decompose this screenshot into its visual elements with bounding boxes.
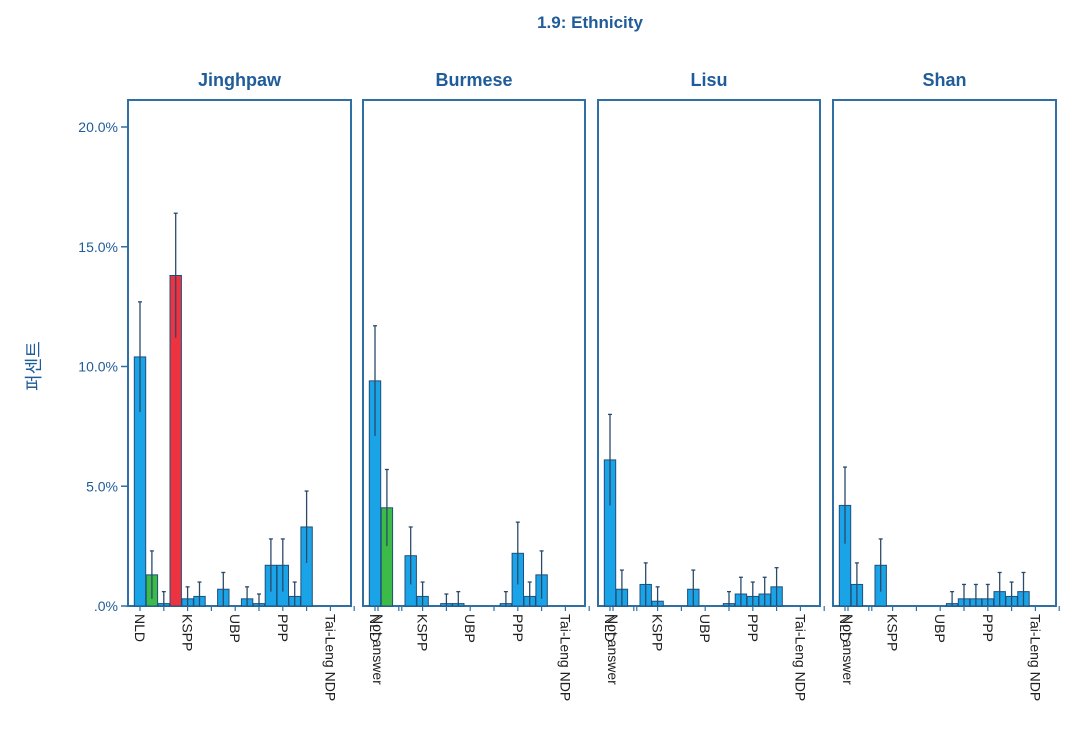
y-tick-label: 5.0% — [86, 478, 118, 494]
x-tick-label: UBP — [697, 614, 713, 643]
y-tick-label: .0% — [94, 598, 118, 614]
x-tick-label: UBP — [932, 614, 948, 643]
x-tick-label: PPP — [510, 614, 526, 642]
x-tick-label: Tai-Leng NDP — [557, 614, 573, 701]
x-tick-label: NLD — [837, 614, 853, 642]
x-tick-label: UBP — [227, 614, 243, 643]
x-tick-label: KSPP — [885, 614, 901, 651]
x-tick-label: Not answer — [840, 614, 856, 685]
panel-frame — [832, 99, 1057, 607]
x-tick-label: NLD — [602, 614, 618, 642]
panel-jinghpaw: Jinghpaw NLD KSPP UBP PPP Tai-Leng NDP Not ans… — [127, 70, 403, 701]
x-tick-label: PPP — [980, 614, 996, 642]
x-tick-label: KSPP — [650, 614, 666, 651]
y-tick-label: 20.0% — [78, 119, 118, 135]
panel-frame — [362, 99, 586, 607]
x-tick-label: Not answer — [370, 614, 386, 685]
y-tick-label: 15.0% — [78, 239, 118, 255]
panels: Jinghpaw NLD KSPP UBP PPP Tai-Leng NDP Not ans… — [127, 70, 1060, 701]
panel-title: Lisu — [690, 70, 727, 90]
x-tick-label: KSPP — [180, 614, 196, 651]
panel-frame — [597, 99, 821, 607]
panel-lisu: Lisu NLD KSPP UBP PPP Tai-Leng NDP Not answer — [597, 70, 873, 701]
panel-title: Jinghpaw — [198, 70, 282, 90]
x-tick-label: UBP — [462, 614, 478, 643]
x-tick-label: KSPP — [415, 614, 431, 651]
y-tick-label: 10.0% — [78, 359, 118, 375]
panel-burmese: Burmese NLD KSPP UBP PPP Tai-Leng NDP Not answ… — [362, 70, 638, 701]
x-tick-label: PPP — [275, 614, 291, 642]
x-tick-label: NLD — [132, 614, 148, 642]
y-axis-label: 퍼센트 — [24, 341, 44, 391]
x-tick-label: Not answer — [605, 614, 621, 685]
panel-shan: Shan NLD KSPP UBP PPP Tai-Leng NDP Not answer — [832, 70, 1060, 701]
chart-title: 1.9: Ethnicity — [537, 13, 643, 32]
x-tick-label: Tai-Leng NDP — [322, 614, 338, 701]
panel-title: Burmese — [435, 70, 512, 90]
x-tick-label: Tai-Leng NDP — [1027, 614, 1043, 701]
panel-frame — [127, 99, 352, 607]
x-tick-label: Tai-Leng NDP — [792, 614, 808, 701]
x-tick-label: PPP — [745, 614, 761, 642]
panel-title: Shan — [922, 70, 966, 90]
x-tick-label: NLD — [367, 614, 383, 642]
y-axis: .0% 5.0% 10.0% 15.0% 20.0% — [78, 119, 128, 614]
